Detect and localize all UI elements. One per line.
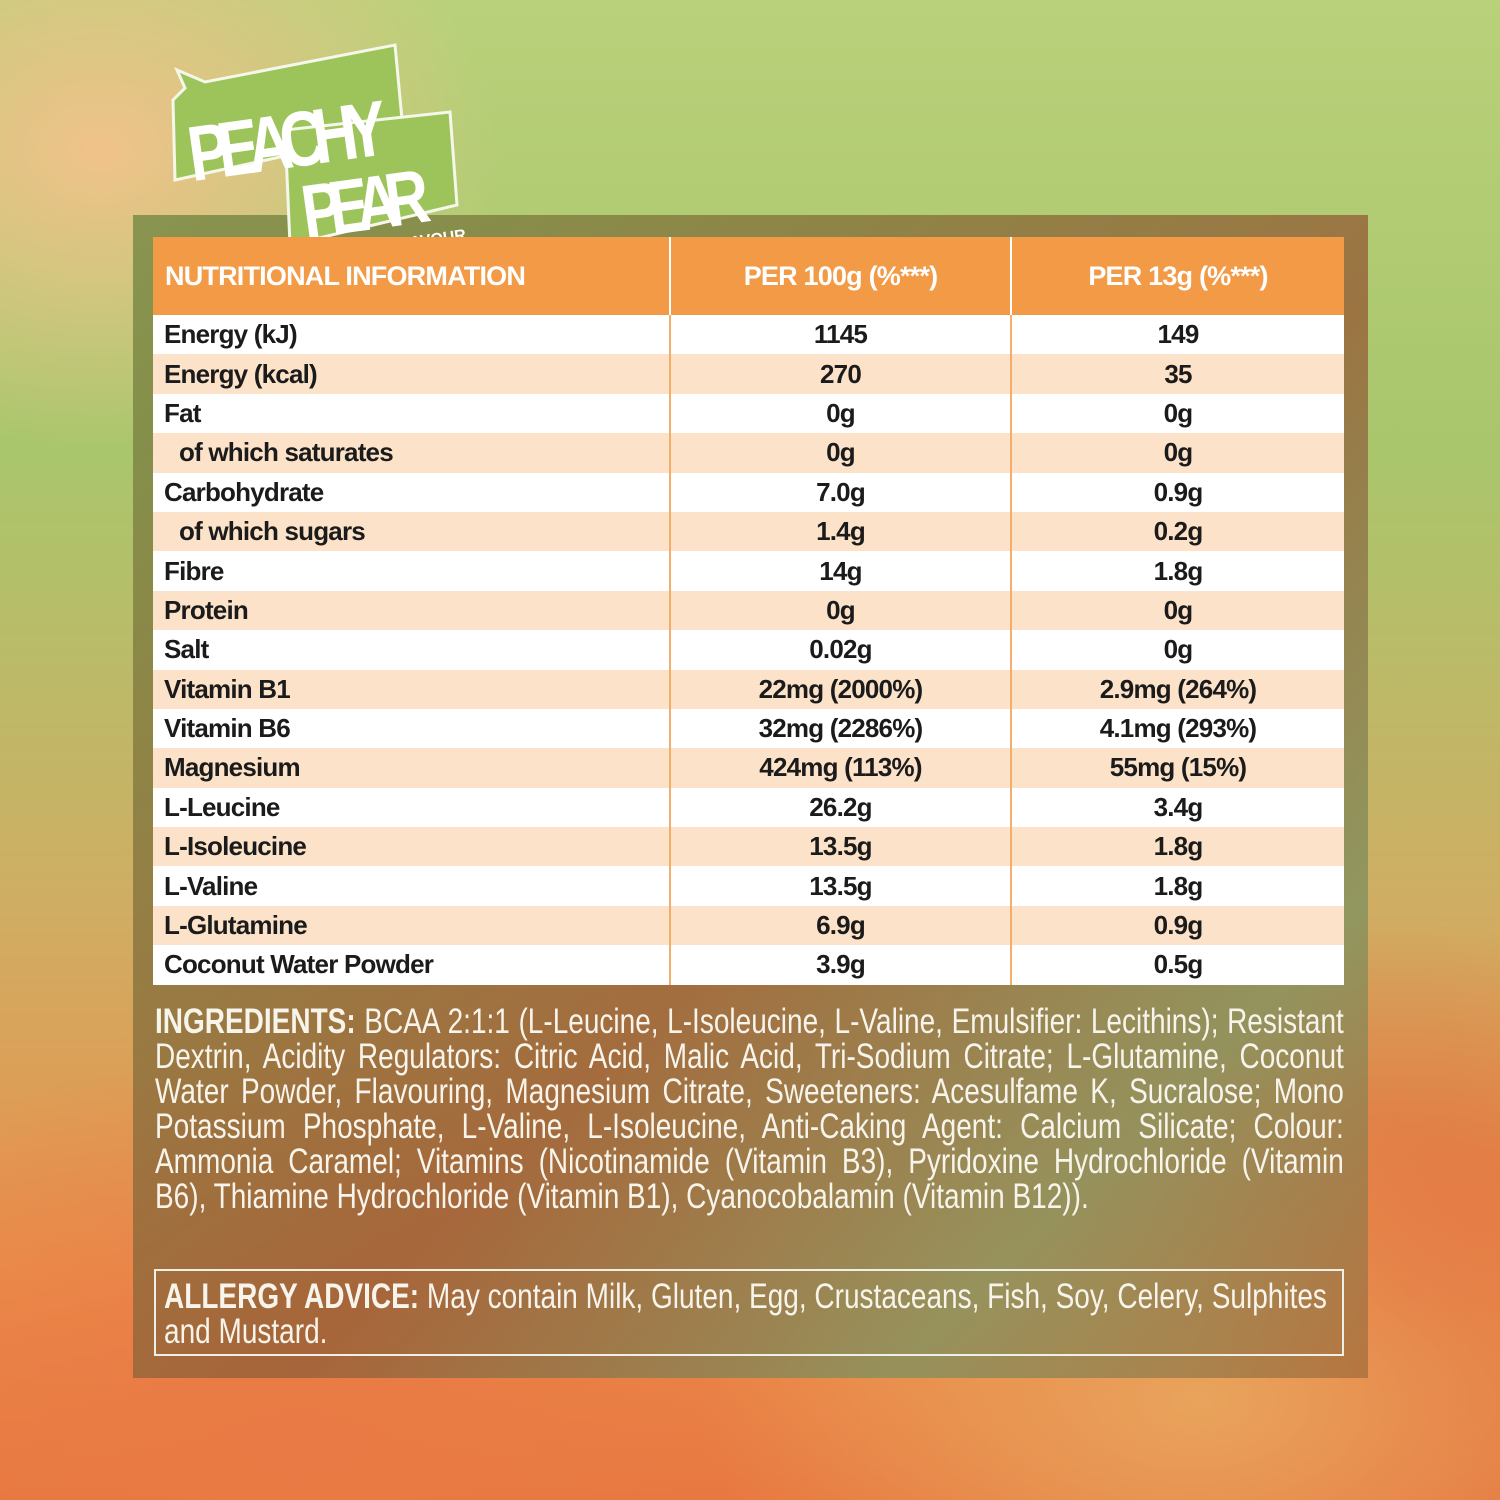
nutrient-name: Coconut Water Powder — [153, 945, 670, 985]
per-13g-value: 149 — [1010, 315, 1344, 355]
table-row: Coconut Water Powder 3.9g 0.5g — [153, 945, 1344, 985]
per-13g-value: 0g — [1010, 433, 1344, 473]
per-100g-value: 3.9g — [669, 945, 1011, 985]
table-row: Energy (kcal) 270 35 — [153, 354, 1344, 394]
per-100g-value: 32mg (2286%) — [669, 708, 1011, 749]
per-100g-value: 14g — [669, 551, 1011, 591]
per-100g-value: 424mg (113%) — [669, 748, 1011, 788]
table-row: Protein 0g 0g — [153, 590, 1344, 631]
per-13g-value: 0.9g — [1010, 905, 1344, 946]
nutrition-table: NUTRITIONAL INFORMATION PER 100g (%***) … — [153, 237, 1344, 985]
table-row: Fat 0g 0g — [153, 393, 1344, 434]
per-13g-value: 0g — [1010, 590, 1344, 631]
nutrient-name: Protein — [153, 590, 670, 631]
flavour-logo: PEACHY PEAR FLAVOUR — [171, 43, 465, 250]
per-100g-value: 13.5g — [669, 866, 1011, 906]
table-row: Vitamin B6 32mg (2286%) 4.1mg (293%) — [153, 708, 1344, 749]
per-13g-value: 1.8g — [1010, 866, 1344, 906]
per-100g-value: 6.9g — [669, 905, 1011, 946]
header-per-13g: PER 13g (%***) — [1010, 237, 1344, 315]
table-row: Energy (kJ) 1145 149 — [153, 315, 1344, 355]
nutrient-name: Energy (kcal) — [153, 354, 670, 394]
allergy-list: May contain Milk, Gluten, Egg, Crustacea… — [164, 1277, 1327, 1351]
nutrient-name: Carbohydrate — [153, 472, 670, 512]
per-13g-value: 1.8g — [1010, 551, 1344, 591]
per-100g-value: 1145 — [669, 315, 1011, 355]
table-row: L-Glutamine 6.9g 0.9g — [153, 905, 1344, 946]
table-row: L-Leucine 26.2g 3.4g — [153, 787, 1344, 828]
table-row: Fibre 14g 1.8g — [153, 551, 1344, 591]
per-13g-value: 2.9mg (264%) — [1010, 669, 1344, 709]
per-100g-value: 0g — [669, 433, 1011, 473]
table-row: Carbohydrate 7.0g 0.9g — [153, 472, 1344, 512]
per-13g-value: 3.4g — [1010, 787, 1344, 828]
per-13g-value: 4.1mg (293%) — [1010, 708, 1344, 749]
flavour-line2: PEAR — [296, 153, 435, 250]
table-row: Magnesium 424mg (113%) 55mg (15%) — [153, 748, 1344, 788]
per-13g-value: 0g — [1010, 630, 1344, 670]
table-row: of which saturates 0g 0g — [153, 433, 1344, 473]
ingredients-text: INGREDIENTS: BCAA 2:1:1 (L-Leucine, L-Is… — [155, 1004, 1344, 1214]
per-100g-value: 22mg (2000%) — [669, 669, 1011, 709]
table-row: L-Isoleucine 13.5g 1.8g — [153, 827, 1344, 867]
allergy-advice-box: ALLERGY ADVICE: May contain Milk, Gluten… — [154, 1269, 1344, 1356]
table-row: of which sugars 1.4g 0.2g — [153, 511, 1344, 552]
per-100g-value: 7.0g — [669, 472, 1011, 512]
table-row: Vitamin B1 22mg (2000%) 2.9mg (264%) — [153, 669, 1344, 709]
per-100g-value: 1.4g — [669, 511, 1011, 552]
ingredients-label: INGREDIENTS: — [155, 1002, 356, 1041]
allergy-advice-text: ALLERGY ADVICE: May contain Milk, Gluten… — [164, 1279, 1340, 1349]
nutrient-name: L-Valine — [153, 866, 670, 906]
per-13g-value: 0.2g — [1010, 511, 1344, 552]
per-13g-value: 0.5g — [1010, 945, 1344, 985]
nutrient-name: L-Glutamine — [153, 905, 670, 946]
nutrient-name: L-Isoleucine — [153, 827, 670, 867]
per-13g-value: 55mg (15%) — [1010, 748, 1344, 788]
nutrient-name: of which saturates — [153, 433, 670, 473]
per-13g-value: 35 — [1010, 354, 1344, 394]
nutrient-name: Vitamin B6 — [153, 708, 670, 749]
nutrient-name: Vitamin B1 — [153, 669, 670, 709]
allergy-label: ALLERGY ADVICE: — [164, 1277, 420, 1316]
header-per-100g: PER 100g (%***) — [669, 237, 1011, 315]
per-13g-value: 0.9g — [1010, 472, 1344, 512]
per-100g-value: 26.2g — [669, 787, 1011, 828]
table-row: L-Valine 13.5g 1.8g — [153, 866, 1344, 906]
header-nutritional-information: NUTRITIONAL INFORMATION — [153, 237, 670, 315]
nutrient-name: Fat — [153, 393, 670, 434]
per-13g-value: 0g — [1010, 393, 1344, 434]
nutrient-name: Magnesium — [153, 748, 670, 788]
nutrient-name: L-Leucine — [153, 787, 670, 828]
table-header-row: NUTRITIONAL INFORMATION PER 100g (%***) … — [153, 237, 1344, 315]
table-row: Salt 0.02g 0g — [153, 630, 1344, 670]
per-100g-value: 270 — [669, 354, 1011, 394]
nutrient-name: Fibre — [153, 551, 670, 591]
per-100g-value: 0g — [669, 393, 1011, 434]
ingredients-list: BCAA 2:1:1 (L-Leucine, L-Isoleucine, L-V… — [155, 1002, 1344, 1216]
per-100g-value: 0.02g — [669, 630, 1011, 670]
per-13g-value: 1.8g — [1010, 827, 1344, 867]
per-100g-value: 13.5g — [669, 827, 1011, 867]
nutrient-name: of which sugars — [153, 511, 670, 552]
nutrient-name: Salt — [153, 630, 670, 670]
per-100g-value: 0g — [669, 590, 1011, 631]
nutrient-name: Energy (kJ) — [153, 315, 670, 355]
